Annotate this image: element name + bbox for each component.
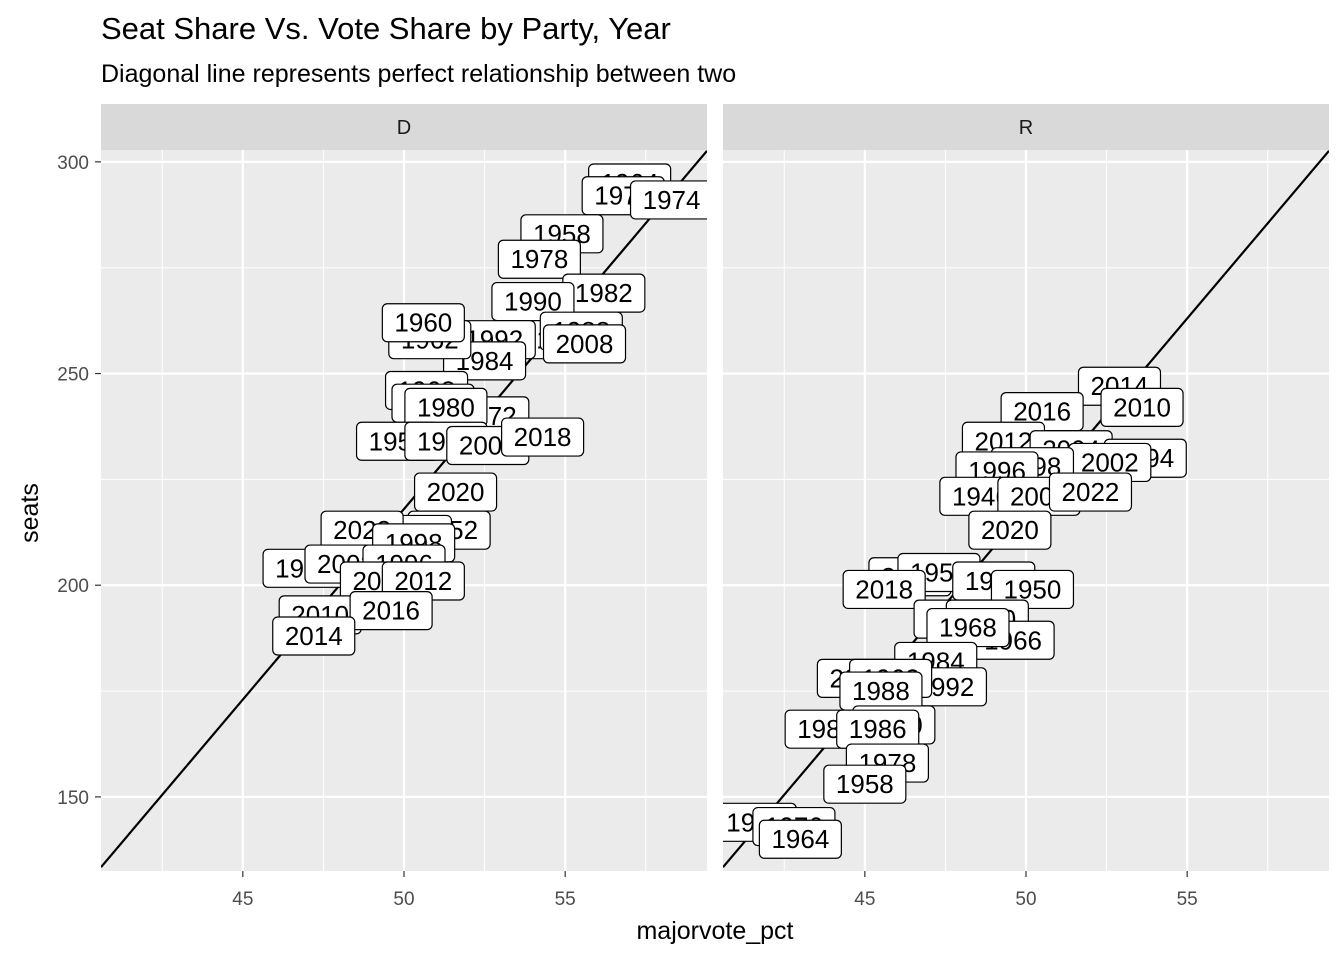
point-label: 2014 — [272, 616, 356, 656]
point-label: 2012 — [381, 561, 465, 601]
point-label-box — [758, 819, 842, 859]
point-label: 1968 — [926, 607, 1010, 648]
point-labels: 1964197619741958197819821990198619882008… — [262, 163, 707, 656]
point-label: 1990 — [491, 281, 575, 322]
reference-line-group — [101, 150, 707, 868]
point-label: 1978 — [497, 239, 581, 279]
facet-strip-label: R — [1019, 117, 1033, 139]
point-label-box — [1048, 472, 1133, 512]
point-labels: 2014201020162012200419942002199819961946… — [723, 366, 1187, 859]
point-label-text: 2020 — [981, 515, 1039, 545]
facet-strip — [101, 104, 707, 150]
x-tick-label: 50 — [1015, 889, 1036, 910]
point-label: 2022 — [1048, 472, 1133, 512]
point-label: 1974 — [629, 180, 707, 220]
point-label: 2002 — [1068, 442, 1152, 483]
point-label-text: 1964 — [771, 824, 829, 854]
point-label: 2010 — [1100, 387, 1184, 428]
point-label-box — [501, 417, 585, 457]
point-label-box — [968, 510, 1052, 550]
point-label-text: 1988 — [852, 676, 910, 706]
point-label-text: 2010 — [1113, 392, 1171, 422]
point-label-text: 2016 — [362, 596, 420, 626]
panels-layer: D196419761974195819781982199019861988200… — [57, 104, 1329, 910]
y-tick-label: 150 — [57, 788, 89, 809]
point-label: 2008 — [542, 324, 627, 364]
point-label: 2018 — [842, 569, 926, 610]
point-label-box — [823, 764, 907, 804]
facet-strip — [723, 104, 1329, 150]
point-label-box — [1100, 387, 1184, 428]
point-label-text: 2016 — [1013, 397, 1071, 427]
point-label-text: 1974 — [643, 185, 701, 215]
point-label-text: 2014 — [285, 621, 343, 651]
panel-R: R201420102016201220041994200219981996194… — [723, 104, 1329, 910]
point-label: 1960 — [381, 303, 465, 343]
point-label-box — [272, 616, 356, 656]
point-label-box — [349, 591, 433, 631]
point-label-text: 1980 — [417, 392, 475, 422]
x-axis-title: majorvote_pct — [636, 917, 793, 945]
point-label: 2020 — [413, 472, 498, 512]
point-label-text: 2022 — [1062, 477, 1120, 507]
x-tick-label: 55 — [555, 889, 576, 910]
point-label-text: 1958 — [836, 769, 894, 799]
point-label-text: 1982 — [575, 278, 633, 308]
point-label: 1982 — [562, 273, 646, 313]
point-label-text: 1968 — [939, 613, 997, 643]
point-label-text: 1978 — [510, 244, 568, 274]
point-label-text: 2008 — [556, 329, 614, 359]
point-label-text: 2018 — [855, 574, 913, 604]
y-tick-label: 200 — [57, 576, 89, 597]
point-label-text: 1960 — [394, 308, 452, 338]
y-tick-label: 300 — [57, 153, 89, 174]
point-label-box — [497, 239, 581, 279]
point-label: 2018 — [501, 417, 585, 457]
point-label: 2020 — [968, 510, 1052, 550]
point-label-text: 2002 — [1081, 447, 1139, 477]
chart-subtitle: Diagonal line represents perfect relatio… — [101, 60, 736, 88]
point-label: 1988 — [839, 671, 923, 711]
point-label: 1950 — [990, 569, 1075, 610]
panel-D: D196419761974195819781982199019861988200… — [57, 104, 707, 910]
point-label-box — [381, 303, 465, 343]
y-axis-title: seats — [16, 483, 44, 543]
point-label: 1986 — [836, 709, 920, 749]
point-label-box — [842, 569, 926, 610]
point-label-box — [542, 324, 627, 364]
point-label-box — [990, 569, 1075, 610]
chart-title: Seat Share Vs. Vote Share by Party, Year — [101, 11, 671, 46]
x-tick-label: 50 — [393, 889, 414, 910]
x-tick-label: 45 — [232, 889, 253, 910]
point-label: 1964 — [758, 819, 842, 859]
y-tick-label: 250 — [57, 365, 89, 386]
x-tick-label: 55 — [1177, 889, 1198, 910]
point-label: 1958 — [823, 764, 907, 804]
point-label-text: 2020 — [427, 477, 485, 507]
point-label: 2016 — [349, 591, 433, 631]
x-tick-label: 45 — [854, 889, 875, 910]
point-label-text: 2018 — [514, 422, 572, 452]
facet-strip-label: D — [397, 117, 411, 139]
point-label-text: 1986 — [849, 714, 907, 744]
point-label-text: 2012 — [394, 566, 452, 596]
point-label-box — [629, 180, 707, 220]
point-label-text: 1950 — [1004, 574, 1062, 604]
point-label: 1980 — [404, 387, 488, 428]
point-label-text: 1990 — [504, 287, 562, 317]
reference-line — [101, 150, 707, 868]
